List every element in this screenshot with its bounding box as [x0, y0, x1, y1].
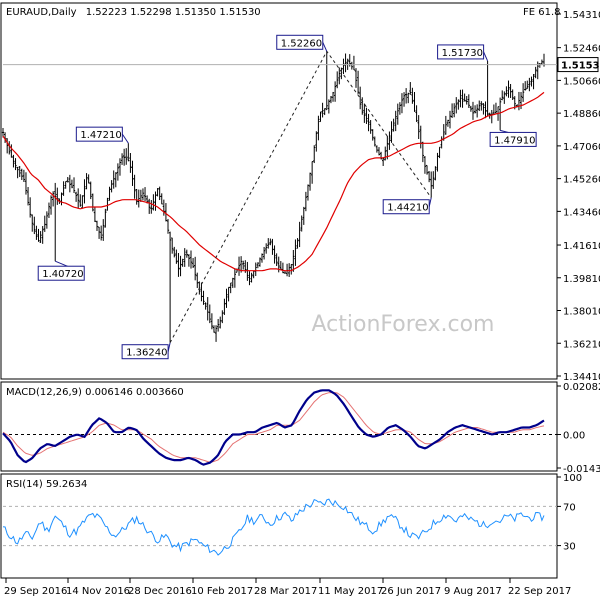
macd-tick-label: 0.00 [563, 430, 585, 441]
price-annotation: 1.51730 [437, 44, 489, 62]
price-tick-label: 1.47060 [563, 142, 600, 153]
rsi-tick-label: 30 [563, 542, 576, 553]
price-tick-label: 1.36210 [563, 339, 600, 350]
annotation-box [121, 344, 169, 360]
price-annotation: 1.47910 [489, 129, 537, 147]
symbol-label: EURAUD,Daily [6, 7, 77, 18]
annotation-value: 1.44210 [387, 203, 428, 214]
rsi-panel-frame [0, 473, 558, 579]
annotation-value: 1.40720 [42, 269, 83, 280]
date-tick-label: 26 Jun 2017 [381, 586, 441, 597]
date-tick-label: 28 Dec 2016 [128, 586, 192, 597]
annotation-box [437, 44, 485, 60]
macd-tick-label: 0.020827 [563, 382, 600, 393]
price-tick-label: 1.52460 [563, 44, 600, 55]
rsi-tick-label: 100 [563, 473, 582, 484]
swing-trend-line [169, 50, 432, 343]
annotation-value: 1.52260 [281, 38, 322, 49]
main-panel-frame [0, 2, 558, 380]
date-tick-label: 28 Mar 2017 [254, 586, 317, 597]
date-tick-label: 22 Sep 2017 [508, 586, 571, 597]
chart-title: EURAUD,Daily 1.52223 1.52298 1.51350 1.5… [6, 7, 261, 18]
price-tick-label: 1.45260 [563, 175, 600, 186]
date-tick-label: 14 Nov 2016 [66, 586, 130, 597]
annotation-leader [483, 51, 489, 62]
moving-average-line [2, 91, 545, 272]
price-tick-label: 1.34410 [563, 372, 600, 383]
last-price-tag: 1.51530 [557, 57, 600, 73]
price-plot: 1.51530 1.40720 1.47210 1.36240 1.52260 1.442… [1, 34, 600, 360]
price-annotation: 1.47210 [75, 126, 129, 144]
rsi-tick-label: 70 [563, 502, 576, 513]
price-tick-label: 1.43460 [563, 207, 600, 218]
macd-axis: 0.020827 0.00 -0.014386 [3, 382, 600, 475]
price-annotation: 1.40720 [37, 260, 85, 281]
fib-label: FE 61.8 [523, 7, 561, 18]
date-tick-label: 29 Sep 2016 [4, 586, 67, 597]
ohlc-values: 1.52223 1.52298 1.51350 1.51530 [86, 7, 261, 18]
macd-signal-line [2, 392, 545, 463]
price-tick-label: 1.38010 [563, 307, 600, 318]
annotation-box [382, 199, 430, 215]
macd-plot [2, 389, 545, 466]
main-price-axis: 1.54310 1.52460 1.50660 1.48860 1.47060 1.452… [557, 10, 600, 383]
price-annotation: 1.36240 [121, 342, 171, 360]
annotation-value: 1.51730 [442, 48, 483, 59]
annotation-leader [322, 42, 328, 52]
macd-tick-label: -0.014386 [563, 464, 600, 475]
date-tick-label: 9 Aug 2017 [444, 586, 502, 597]
price-tick-label: 1.41610 [563, 241, 600, 252]
annotation-box [75, 126, 123, 142]
annotation-box [37, 265, 85, 281]
date-tick-label: 10 Feb 2017 [191, 586, 253, 597]
price-tick-label: 1.39810 [563, 274, 600, 285]
annotation-value: 1.47210 [80, 130, 121, 141]
price-annotation: 1.44210 [382, 197, 432, 215]
price-annotation: 1.52260 [276, 34, 328, 52]
date-tick-label: 11 May 2017 [318, 586, 383, 597]
price-tick-label: 1.50660 [563, 76, 600, 87]
rsi-plot [2, 498, 545, 556]
rsi-axis: 100 70 30 [3, 473, 582, 553]
price-tick-label: 1.48860 [563, 109, 600, 120]
rsi-title: RSI(14) 59.2634 [6, 479, 87, 490]
watermark: ActionForex.com [312, 312, 495, 337]
annotation-leader [121, 133, 129, 144]
price-tick-label: 1.54310 [563, 10, 600, 21]
annotation-box [489, 131, 537, 147]
annotation-box [276, 34, 324, 50]
annotation-value: 1.47910 [494, 135, 535, 146]
last-price-value: 1.51530 [561, 61, 600, 72]
rsi-line [2, 498, 545, 556]
last-price-box [557, 57, 599, 73]
macd-title: MACD(12,26,9) 0.006146 0.003660 [6, 387, 184, 398]
macd-line [2, 389, 545, 466]
annotation-value: 1.36240 [126, 348, 167, 359]
